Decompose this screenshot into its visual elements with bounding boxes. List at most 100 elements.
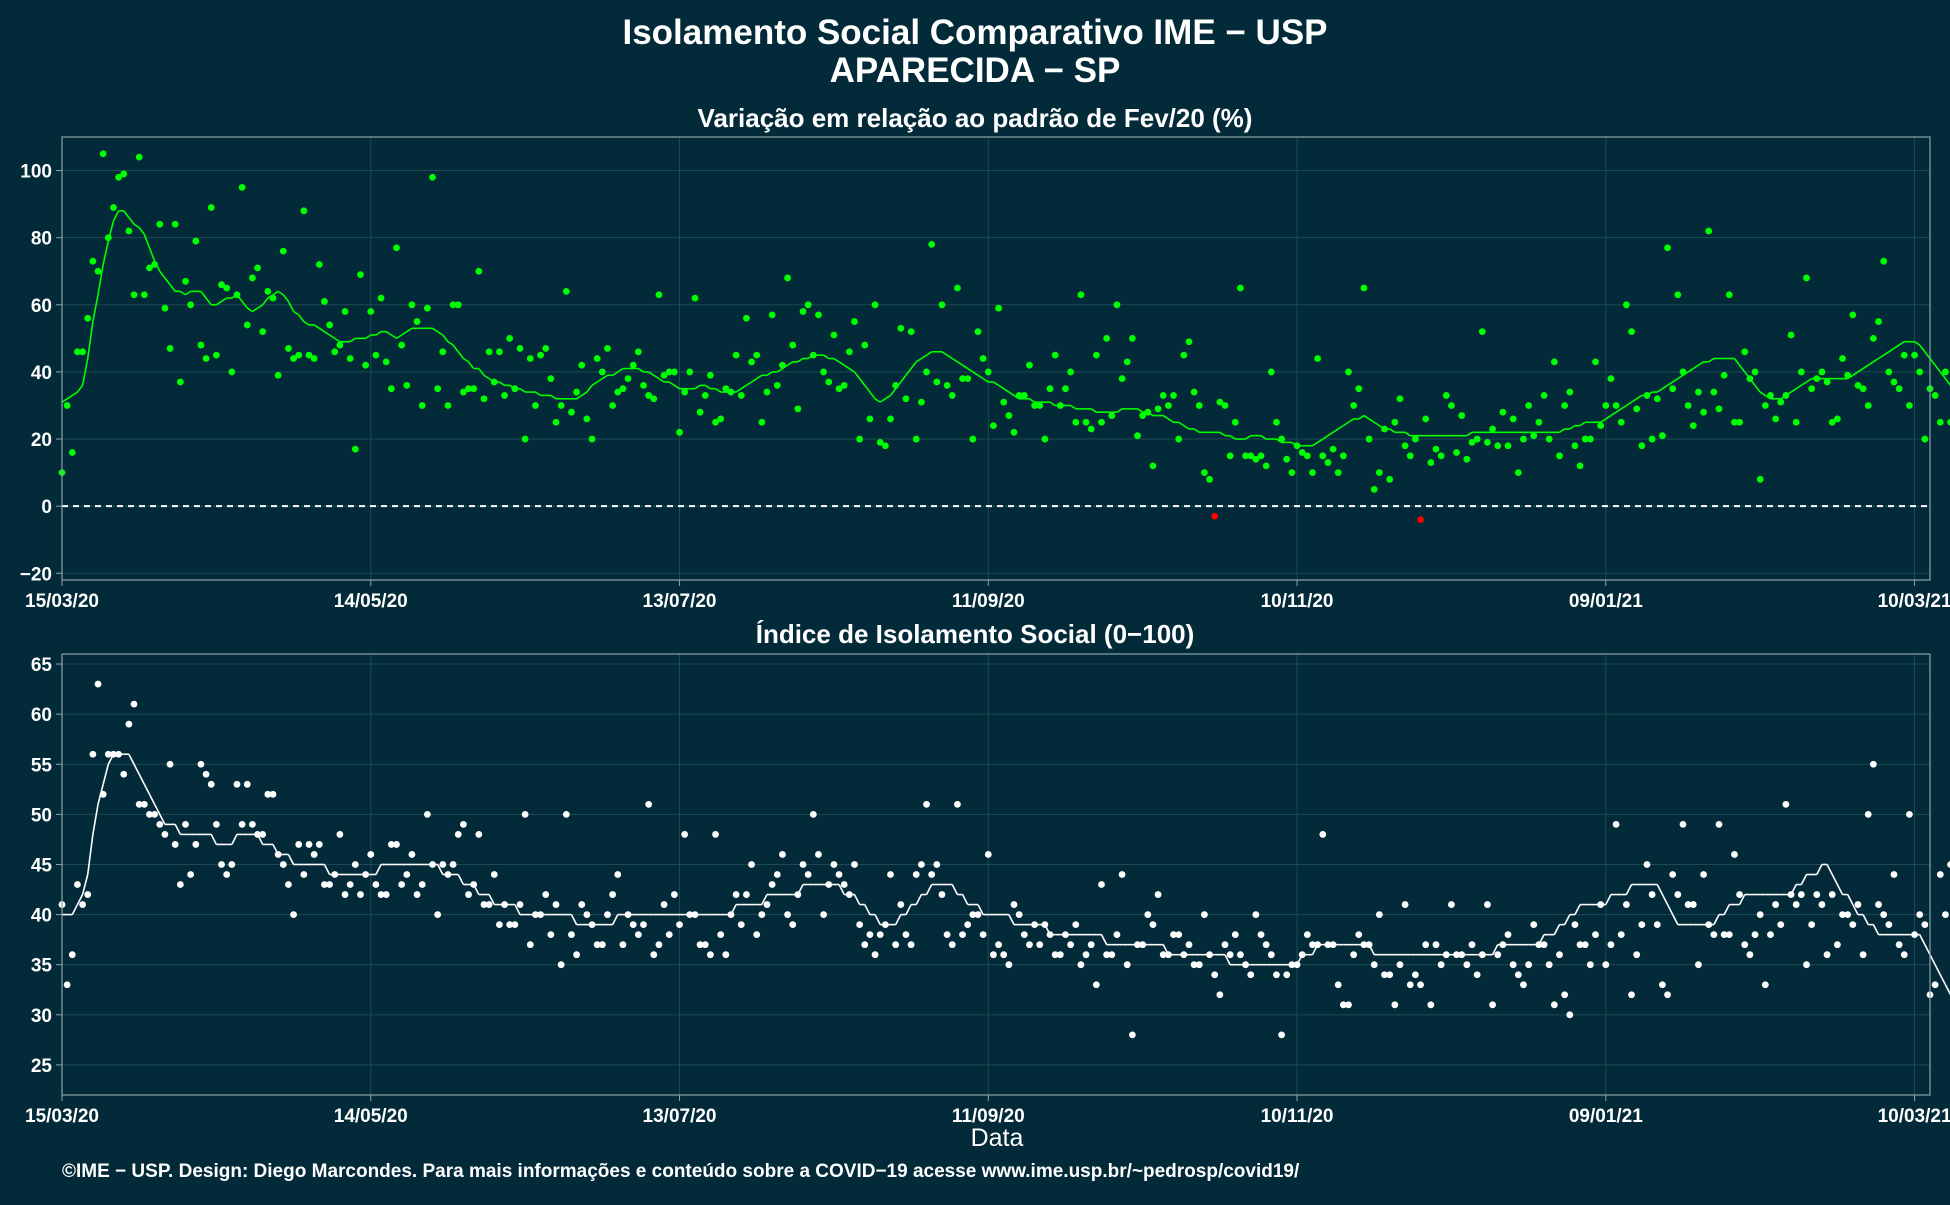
data-point [1504,442,1512,450]
data-point [1411,435,1419,443]
trend-line-segment [390,334,397,340]
data-point [604,911,611,918]
data-point [1267,368,1275,376]
data-point [1864,810,1872,818]
data-point [974,911,982,918]
data-point [254,831,261,838]
data-point [897,901,905,908]
data-point [238,183,246,191]
data-point [1391,418,1399,426]
data-point [1494,442,1502,450]
data-point [990,951,997,959]
chart-title: Isolamento Social Comparativo IME − USP [622,13,1327,52]
data-point [1689,422,1697,430]
data-point [1303,931,1311,939]
data-point [1375,469,1383,477]
data-point [1942,911,1949,918]
data-point [351,861,359,868]
data-point [1489,425,1496,433]
trend-line-segment [833,357,840,363]
data-point [665,368,673,376]
trend-line-segment [215,300,222,306]
data-point [1298,951,1306,959]
data-point [568,931,575,939]
data-point [1010,428,1018,436]
data-point [619,941,627,949]
trend-line-segment [1224,954,1231,966]
trend-line-segment [61,398,68,403]
trend-line-segment [143,783,151,795]
data-point [876,439,884,446]
data-point [444,402,452,409]
data-point [1170,392,1177,399]
trend-line-segment [277,290,284,296]
data-point [511,385,519,393]
trend-line-segment [262,297,269,306]
data-point [964,375,972,383]
data-point [1442,951,1450,959]
data-point [1849,311,1857,319]
data-point [331,348,339,356]
data-point [573,951,581,959]
data-point [1406,981,1414,989]
data-point [1381,425,1388,433]
trend-line-segment [257,304,264,309]
trend-line-segment [1924,944,1931,956]
data-point [439,348,447,356]
data-point [1875,318,1882,325]
data-point [717,415,725,423]
data-point [1345,1001,1352,1009]
data-point [1072,418,1080,426]
trend-line-segment [1738,364,1746,373]
data-point [537,911,544,918]
data-point [907,328,915,336]
data-point [1468,439,1476,446]
data-point [876,931,884,939]
data-point [1206,951,1213,959]
data-point [1185,338,1193,346]
data-point [1700,408,1707,416]
trend-line-segment [323,864,331,875]
data-point [1653,921,1661,929]
data-point [1144,408,1152,416]
trend-line-segment [1029,398,1036,403]
trend-line-segment [123,210,130,219]
y-tick-label: 80 [31,229,52,250]
trend-line-segment [961,894,969,905]
data-point [1602,402,1610,409]
data-point [861,941,869,949]
data-point [1324,941,1332,949]
trend-line-segment [715,388,722,393]
data-point [1576,462,1584,470]
data-point [1751,931,1759,939]
data-point [249,274,256,282]
data-point [835,385,843,393]
data-point [614,388,622,396]
trend-line-segment [282,294,290,302]
data-point [758,418,766,426]
trend-line-segment [570,914,578,925]
trend-line-segment [874,914,881,925]
data-point [779,361,786,369]
data-point [1062,385,1069,393]
data-point [1298,449,1306,456]
data-point [1046,385,1054,393]
data-point [701,941,709,949]
data-point [1808,385,1816,393]
data-point [706,951,714,959]
data-point [629,921,637,929]
data-point [444,871,452,878]
data-point [1869,334,1877,342]
data-point [1581,435,1589,443]
data-point [1664,244,1671,252]
data-point [1381,971,1388,979]
data-point [465,891,472,898]
data-point [542,891,550,898]
data-point [140,291,148,299]
data-point [1839,355,1846,362]
data-point [1602,961,1610,969]
trend-line-segment [1348,418,1355,423]
data-point [1468,941,1476,949]
data-point [1849,921,1857,929]
